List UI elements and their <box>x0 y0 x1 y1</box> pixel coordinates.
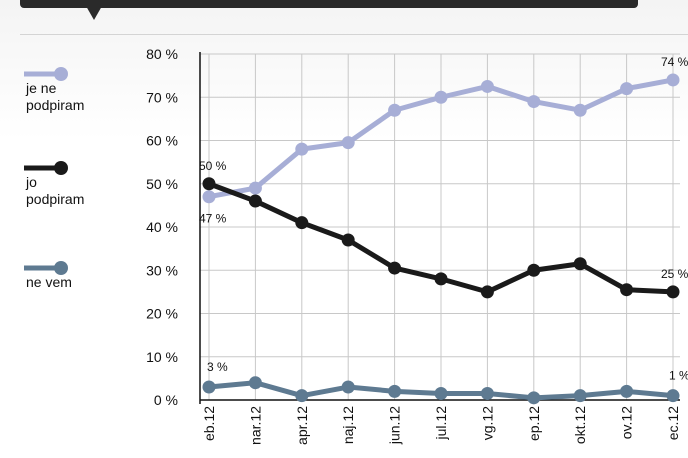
data-point-je-ne-podpiram <box>573 103 587 117</box>
x-tick-label: jun.12 <box>387 406 403 445</box>
data-point-ne-vem <box>620 384 634 398</box>
legend-marker-ne-vem <box>24 261 68 275</box>
legend-label-jo-podpiram: jo podpiram <box>26 174 85 207</box>
data-point-je-ne-podpiram <box>341 136 355 150</box>
y-tick-label: 0 % <box>154 392 178 408</box>
data-label: 3 % <box>207 360 228 374</box>
data-point-jo-podpiram <box>248 194 262 208</box>
data-point-ne-vem <box>434 387 448 401</box>
data-label: 50 % <box>199 159 227 173</box>
data-point-jo-podpiram <box>434 272 448 286</box>
data-point-je-ne-podpiram <box>248 181 262 195</box>
data-point-ne-vem <box>666 389 680 403</box>
header-bar <box>20 0 638 8</box>
x-tick-label: okt.12 <box>572 406 588 444</box>
y-tick-label: 60 % <box>146 133 178 149</box>
y-tick-label: 70 % <box>146 89 178 105</box>
x-tick-label: eb.12 <box>201 406 217 441</box>
legend-label-ne-vem: ne vem <box>26 274 72 290</box>
data-point-ne-vem <box>527 391 541 405</box>
data-point-je-ne-podpiram <box>434 90 448 104</box>
y-tick-label: 50 % <box>146 176 178 192</box>
x-tick-label: vg.12 <box>479 406 495 440</box>
data-point-jo-podpiram <box>341 233 355 247</box>
legend-marker-jo-podpiram <box>24 161 68 175</box>
data-point-je-ne-podpiram <box>295 142 309 156</box>
x-tick-label: apr.12 <box>294 406 310 445</box>
y-tick-label: 30 % <box>146 262 178 278</box>
data-point-jo-podpiram <box>666 285 680 299</box>
data-point-jo-podpiram <box>388 261 402 275</box>
header-pointer <box>86 6 102 20</box>
data-point-ne-vem <box>202 380 216 394</box>
y-tick-label: 80 % <box>146 46 178 62</box>
data-point-je-ne-podpiram <box>388 103 402 117</box>
data-label: 47 % <box>199 212 227 226</box>
data-point-jo-podpiram <box>295 216 309 230</box>
x-tick-label: naj.12 <box>340 406 356 444</box>
x-tick-label: ov.12 <box>619 406 635 439</box>
data-point-jo-podpiram <box>480 285 494 299</box>
data-point-ne-vem <box>480 387 494 401</box>
y-tick-label: 40 % <box>146 219 178 235</box>
data-label: 1 % <box>669 369 688 383</box>
data-point-ne-vem <box>341 380 355 394</box>
legend-marker-je-ne-podpiram <box>24 67 68 81</box>
data-point-jo-podpiram <box>202 177 216 191</box>
data-point-je-ne-podpiram <box>202 190 216 204</box>
data-label: 74 % <box>661 55 688 69</box>
data-point-jo-podpiram <box>573 257 587 271</box>
legend-label-je-ne-podpiram: je ne podpiram <box>26 80 85 113</box>
data-point-je-ne-podpiram <box>666 73 680 87</box>
data-point-je-ne-podpiram <box>620 82 634 96</box>
data-label: 25 % <box>661 267 688 281</box>
y-tick-label: 10 % <box>146 349 178 365</box>
data-point-ne-vem <box>573 389 587 403</box>
data-point-je-ne-podpiram <box>527 95 541 109</box>
x-tick-label: ep.12 <box>526 406 542 441</box>
data-point-ne-vem <box>388 384 402 398</box>
data-point-ne-vem <box>295 389 309 403</box>
data-point-ne-vem <box>248 376 262 390</box>
data-point-jo-podpiram <box>620 283 634 297</box>
x-tick-label: jul.12 <box>433 406 449 441</box>
x-tick-label: ec.12 <box>665 406 681 440</box>
y-tick-label: 20 % <box>146 306 178 322</box>
divider <box>20 34 688 35</box>
x-tick-label: nar.12 <box>247 406 263 445</box>
data-point-jo-podpiram <box>527 263 541 277</box>
data-point-je-ne-podpiram <box>480 79 494 93</box>
